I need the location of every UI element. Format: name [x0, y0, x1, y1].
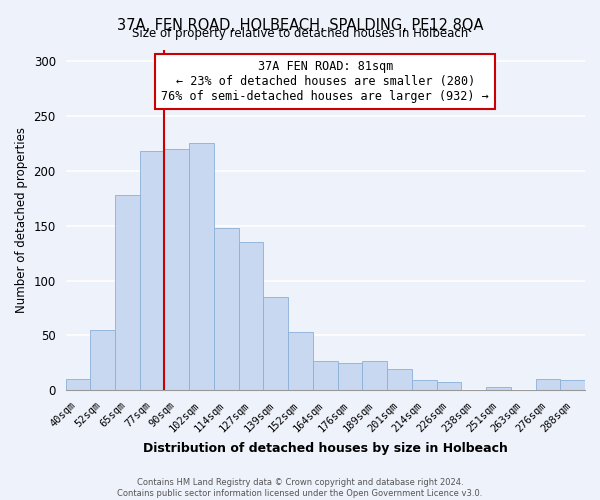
Bar — [387, 370, 412, 390]
X-axis label: Distribution of detached houses by size in Holbeach: Distribution of detached houses by size … — [143, 442, 508, 455]
Bar — [338, 363, 362, 390]
Bar — [90, 330, 115, 390]
Bar — [313, 360, 338, 390]
Y-axis label: Number of detached properties: Number of detached properties — [15, 127, 28, 313]
Bar — [288, 332, 313, 390]
Text: 37A, FEN ROAD, HOLBEACH, SPALDING, PE12 8QA: 37A, FEN ROAD, HOLBEACH, SPALDING, PE12 … — [117, 18, 483, 32]
Bar — [263, 297, 288, 390]
Bar — [214, 228, 239, 390]
Text: Size of property relative to detached houses in Holbeach: Size of property relative to detached ho… — [132, 28, 468, 40]
Bar — [115, 195, 140, 390]
Bar — [140, 151, 164, 390]
Bar — [239, 242, 263, 390]
Bar — [412, 380, 437, 390]
Text: 37A FEN ROAD: 81sqm
← 23% of detached houses are smaller (280)
76% of semi-detac: 37A FEN ROAD: 81sqm ← 23% of detached ho… — [161, 60, 489, 103]
Bar — [362, 360, 387, 390]
Bar — [189, 144, 214, 390]
Bar — [486, 387, 511, 390]
Bar — [65, 380, 90, 390]
Text: Contains HM Land Registry data © Crown copyright and database right 2024.
Contai: Contains HM Land Registry data © Crown c… — [118, 478, 482, 498]
Bar — [560, 380, 585, 390]
Bar — [437, 382, 461, 390]
Bar — [536, 380, 560, 390]
Bar — [164, 149, 189, 390]
